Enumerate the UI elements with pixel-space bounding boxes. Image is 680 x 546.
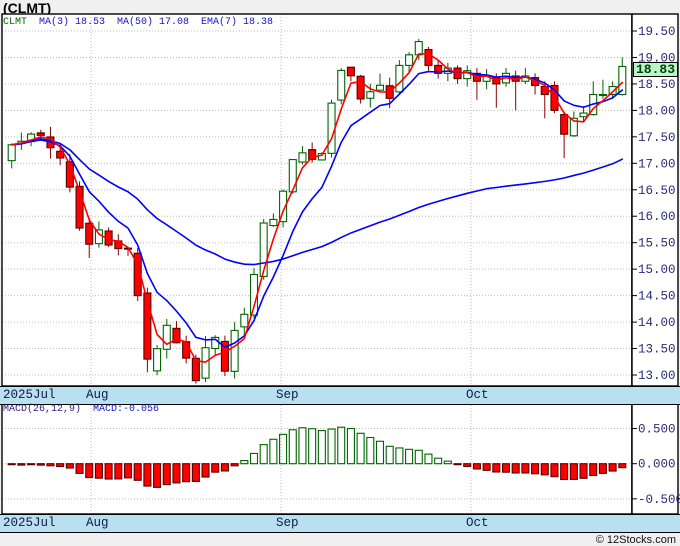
svg-text:18.50: 18.50 (638, 78, 676, 92)
svg-text:13.50: 13.50 (638, 343, 676, 357)
svg-text:14.00: 14.00 (638, 316, 676, 330)
svg-text:0.000: 0.000 (638, 458, 676, 472)
svg-text:13.00: 13.00 (638, 369, 676, 383)
svg-text:17.50: 17.50 (638, 131, 676, 145)
svg-text:16.00: 16.00 (638, 210, 676, 224)
svg-text:18.00: 18.00 (638, 104, 676, 118)
svg-text:-0.500: -0.500 (638, 493, 680, 507)
svg-text:15.00: 15.00 (638, 263, 676, 277)
svg-text:16.50: 16.50 (638, 184, 676, 198)
svg-text:0.500: 0.500 (638, 423, 676, 437)
svg-text:15.50: 15.50 (638, 237, 676, 251)
svg-text:17.00: 17.00 (638, 157, 676, 171)
svg-text:19.50: 19.50 (638, 25, 676, 39)
svg-text:14.50: 14.50 (638, 290, 676, 304)
